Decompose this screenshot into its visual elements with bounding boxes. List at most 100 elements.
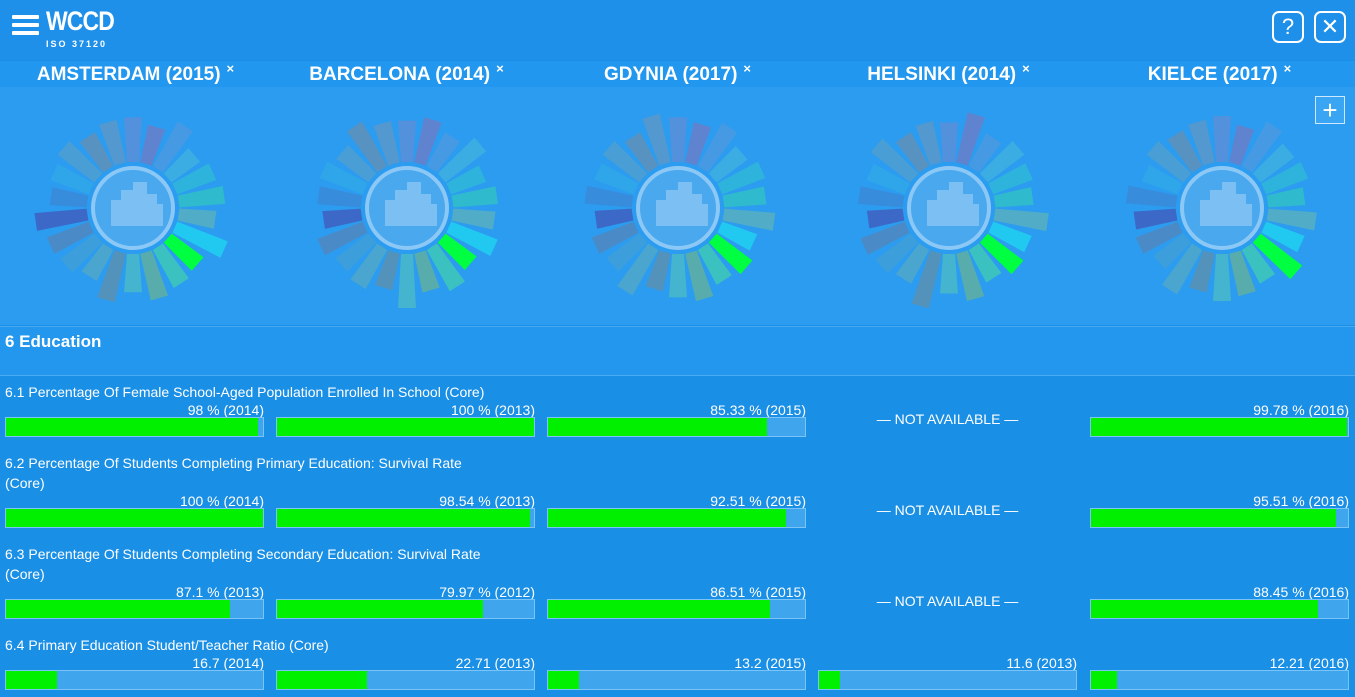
wheel-segment bbox=[1135, 221, 1183, 254]
wheel-segment bbox=[669, 254, 687, 298]
city-wheel[interactable] bbox=[28, 108, 238, 308]
wheel-segment bbox=[993, 187, 1034, 208]
value-bar-fill bbox=[1091, 509, 1337, 527]
value-bar[interactable] bbox=[5, 599, 264, 619]
wheel-segment bbox=[988, 221, 1032, 253]
indicator-title[interactable]: 6.1 Percentage Of Female School-Aged Pop… bbox=[5, 384, 485, 400]
wheel-segment bbox=[1213, 116, 1231, 162]
wheel-segment bbox=[426, 132, 461, 173]
city-name: BARCELONA (2014) bbox=[309, 64, 491, 85]
value-bar[interactable] bbox=[1090, 508, 1349, 528]
wheel-segment bbox=[1252, 233, 1303, 280]
wheel-segment bbox=[124, 117, 142, 162]
wheel-segment bbox=[956, 250, 985, 302]
remove-city-icon[interactable]: × bbox=[496, 61, 504, 76]
city-wheel[interactable] bbox=[302, 108, 512, 308]
value-bar[interactable] bbox=[276, 670, 535, 690]
city-header: AMSTERDAM (2015) × bbox=[0, 61, 271, 87]
section-header[interactable]: 6 Education bbox=[0, 326, 1355, 376]
building-shape bbox=[121, 190, 133, 226]
building-shape bbox=[421, 194, 431, 226]
indicator-title[interactable]: 6.3 Percentage Of Students Completing Se… bbox=[5, 546, 481, 582]
building-shape bbox=[1210, 190, 1222, 226]
value-bar[interactable] bbox=[276, 508, 535, 528]
indicator-title[interactable]: 6.4 Primary Education Student/Teacher Ra… bbox=[5, 637, 329, 653]
wheel-segment bbox=[602, 141, 648, 183]
logo: WCCD ISO 37120 bbox=[46, 6, 126, 49]
wheel-segment bbox=[451, 208, 496, 230]
wheel-segment bbox=[317, 186, 363, 208]
wheel-segment bbox=[1161, 243, 1203, 295]
value-label: 13.2 (2015) bbox=[734, 655, 806, 671]
value-label: 86.51 % (2015) bbox=[710, 584, 806, 600]
menu-icon[interactable] bbox=[12, 15, 39, 35]
city-header: BARCELONA (2014) × bbox=[271, 61, 542, 87]
value-bar[interactable] bbox=[547, 599, 806, 619]
value-bar-fill bbox=[277, 600, 483, 618]
wheel-segment bbox=[669, 117, 687, 162]
wheel-segment bbox=[870, 138, 919, 183]
wheel-segment bbox=[57, 141, 103, 183]
value-bar[interactable] bbox=[276, 599, 535, 619]
remove-city-icon[interactable]: × bbox=[1022, 61, 1030, 76]
wheel-segment bbox=[1241, 121, 1283, 173]
value-bar[interactable] bbox=[547, 508, 806, 528]
wheel-segment bbox=[979, 141, 1025, 183]
value-bar[interactable] bbox=[1090, 417, 1349, 437]
value-label: 88.45 % (2016) bbox=[1253, 584, 1349, 600]
remove-city-icon[interactable]: × bbox=[743, 61, 751, 76]
city-name: GDYNIA (2017) bbox=[604, 64, 738, 85]
wheel-segment bbox=[1241, 243, 1276, 284]
remove-city-icon[interactable]: × bbox=[226, 61, 235, 76]
value-bar-fill bbox=[1091, 600, 1319, 618]
wheel-segment bbox=[697, 243, 732, 285]
value-label: 87.1 % (2013) bbox=[176, 584, 264, 600]
value-bar[interactable] bbox=[5, 670, 264, 690]
wheel-segment bbox=[594, 163, 639, 195]
value-bar[interactable] bbox=[547, 417, 806, 437]
wheel-segment bbox=[1167, 130, 1203, 173]
value-bar[interactable] bbox=[547, 670, 806, 690]
city-wheel[interactable] bbox=[844, 108, 1054, 308]
wheel-segment bbox=[99, 119, 126, 166]
indicator-title[interactable]: 6.2 Percentage Of Students Completing Pr… bbox=[5, 455, 462, 491]
building-shape bbox=[949, 182, 963, 226]
wheel-segment bbox=[172, 163, 217, 195]
city-skyline-icon bbox=[927, 182, 979, 226]
building-shape bbox=[1222, 182, 1236, 226]
wheel-segment bbox=[140, 250, 169, 301]
wheel-segment bbox=[1213, 254, 1231, 302]
value-bar-fill bbox=[6, 671, 58, 689]
remove-city-icon[interactable]: × bbox=[1283, 61, 1292, 76]
value-label: 85.33 % (2015) bbox=[710, 402, 806, 418]
add-city-button[interactable]: + bbox=[1315, 96, 1345, 124]
value-bar[interactable] bbox=[1090, 670, 1349, 690]
close-button[interactable]: ✕ bbox=[1314, 11, 1346, 43]
wheel-segment bbox=[172, 221, 228, 258]
value-bar[interactable] bbox=[5, 417, 264, 437]
wheel-segment bbox=[858, 186, 905, 208]
city-wheel[interactable] bbox=[573, 108, 783, 308]
help-button[interactable]: ? bbox=[1272, 11, 1304, 43]
building-shape bbox=[1200, 200, 1210, 226]
value-label: 98 % (2014) bbox=[187, 402, 264, 418]
wheel-segment bbox=[414, 117, 442, 166]
wheel-segment bbox=[915, 120, 942, 166]
value-bar[interactable] bbox=[818, 670, 1077, 690]
value-bar[interactable] bbox=[1090, 599, 1349, 619]
wheel-segment bbox=[1261, 221, 1305, 253]
value-label: 100 % (2014) bbox=[179, 493, 264, 509]
building-shape bbox=[937, 190, 949, 226]
wheel-segment bbox=[911, 250, 942, 308]
city-wheel[interactable] bbox=[1117, 108, 1327, 308]
value-bar[interactable] bbox=[5, 508, 264, 528]
wheel-segment bbox=[866, 163, 910, 195]
value-label: 100 % (2013) bbox=[450, 402, 535, 418]
city-header: HELSINKI (2014) × bbox=[813, 61, 1084, 87]
building-shape bbox=[385, 200, 395, 226]
value-bar-fill bbox=[548, 509, 786, 527]
value-bar[interactable] bbox=[276, 417, 535, 437]
value-bar-fill bbox=[277, 671, 367, 689]
wheel-segment bbox=[49, 187, 89, 208]
wheel-segment bbox=[642, 113, 671, 166]
